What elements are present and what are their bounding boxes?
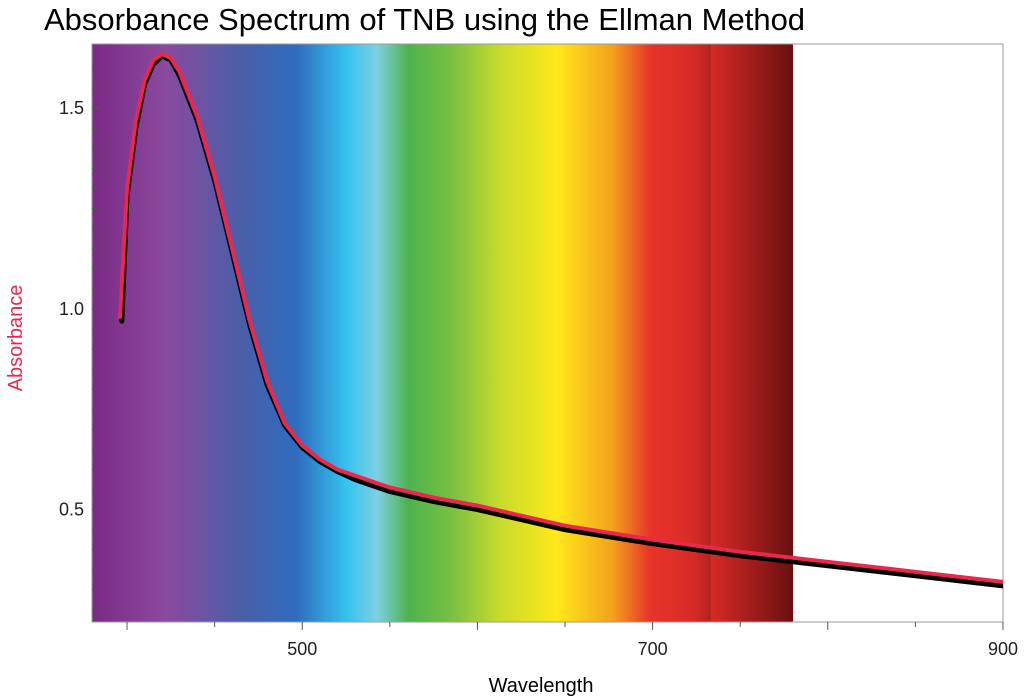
spectrum-background [92, 44, 793, 622]
y-axis-title: Absorbance [5, 285, 27, 392]
spectrum-band-deep-red [711, 44, 793, 622]
spectrum-band [92, 44, 712, 622]
series-group [118, 52, 1003, 589]
x-tick-label: 900 [988, 639, 1018, 659]
y-tick-label: 1.5 [59, 98, 84, 118]
plot-frame [91, 43, 1004, 623]
axis-ticks: 500 700 900 0.5 1.0 1.5 [59, 67, 1018, 659]
y-tick-label: 1.0 [59, 299, 84, 319]
y-tick-label: 0.5 [59, 500, 84, 520]
x-tick-label: 700 [638, 639, 668, 659]
x-axis-title: Wavelength [489, 675, 594, 697]
chart-title: Absorbance Spectrum of TNB using the Ell… [44, 2, 806, 37]
x-tick-label: 500 [287, 639, 317, 659]
series-red-line [118, 52, 1003, 584]
